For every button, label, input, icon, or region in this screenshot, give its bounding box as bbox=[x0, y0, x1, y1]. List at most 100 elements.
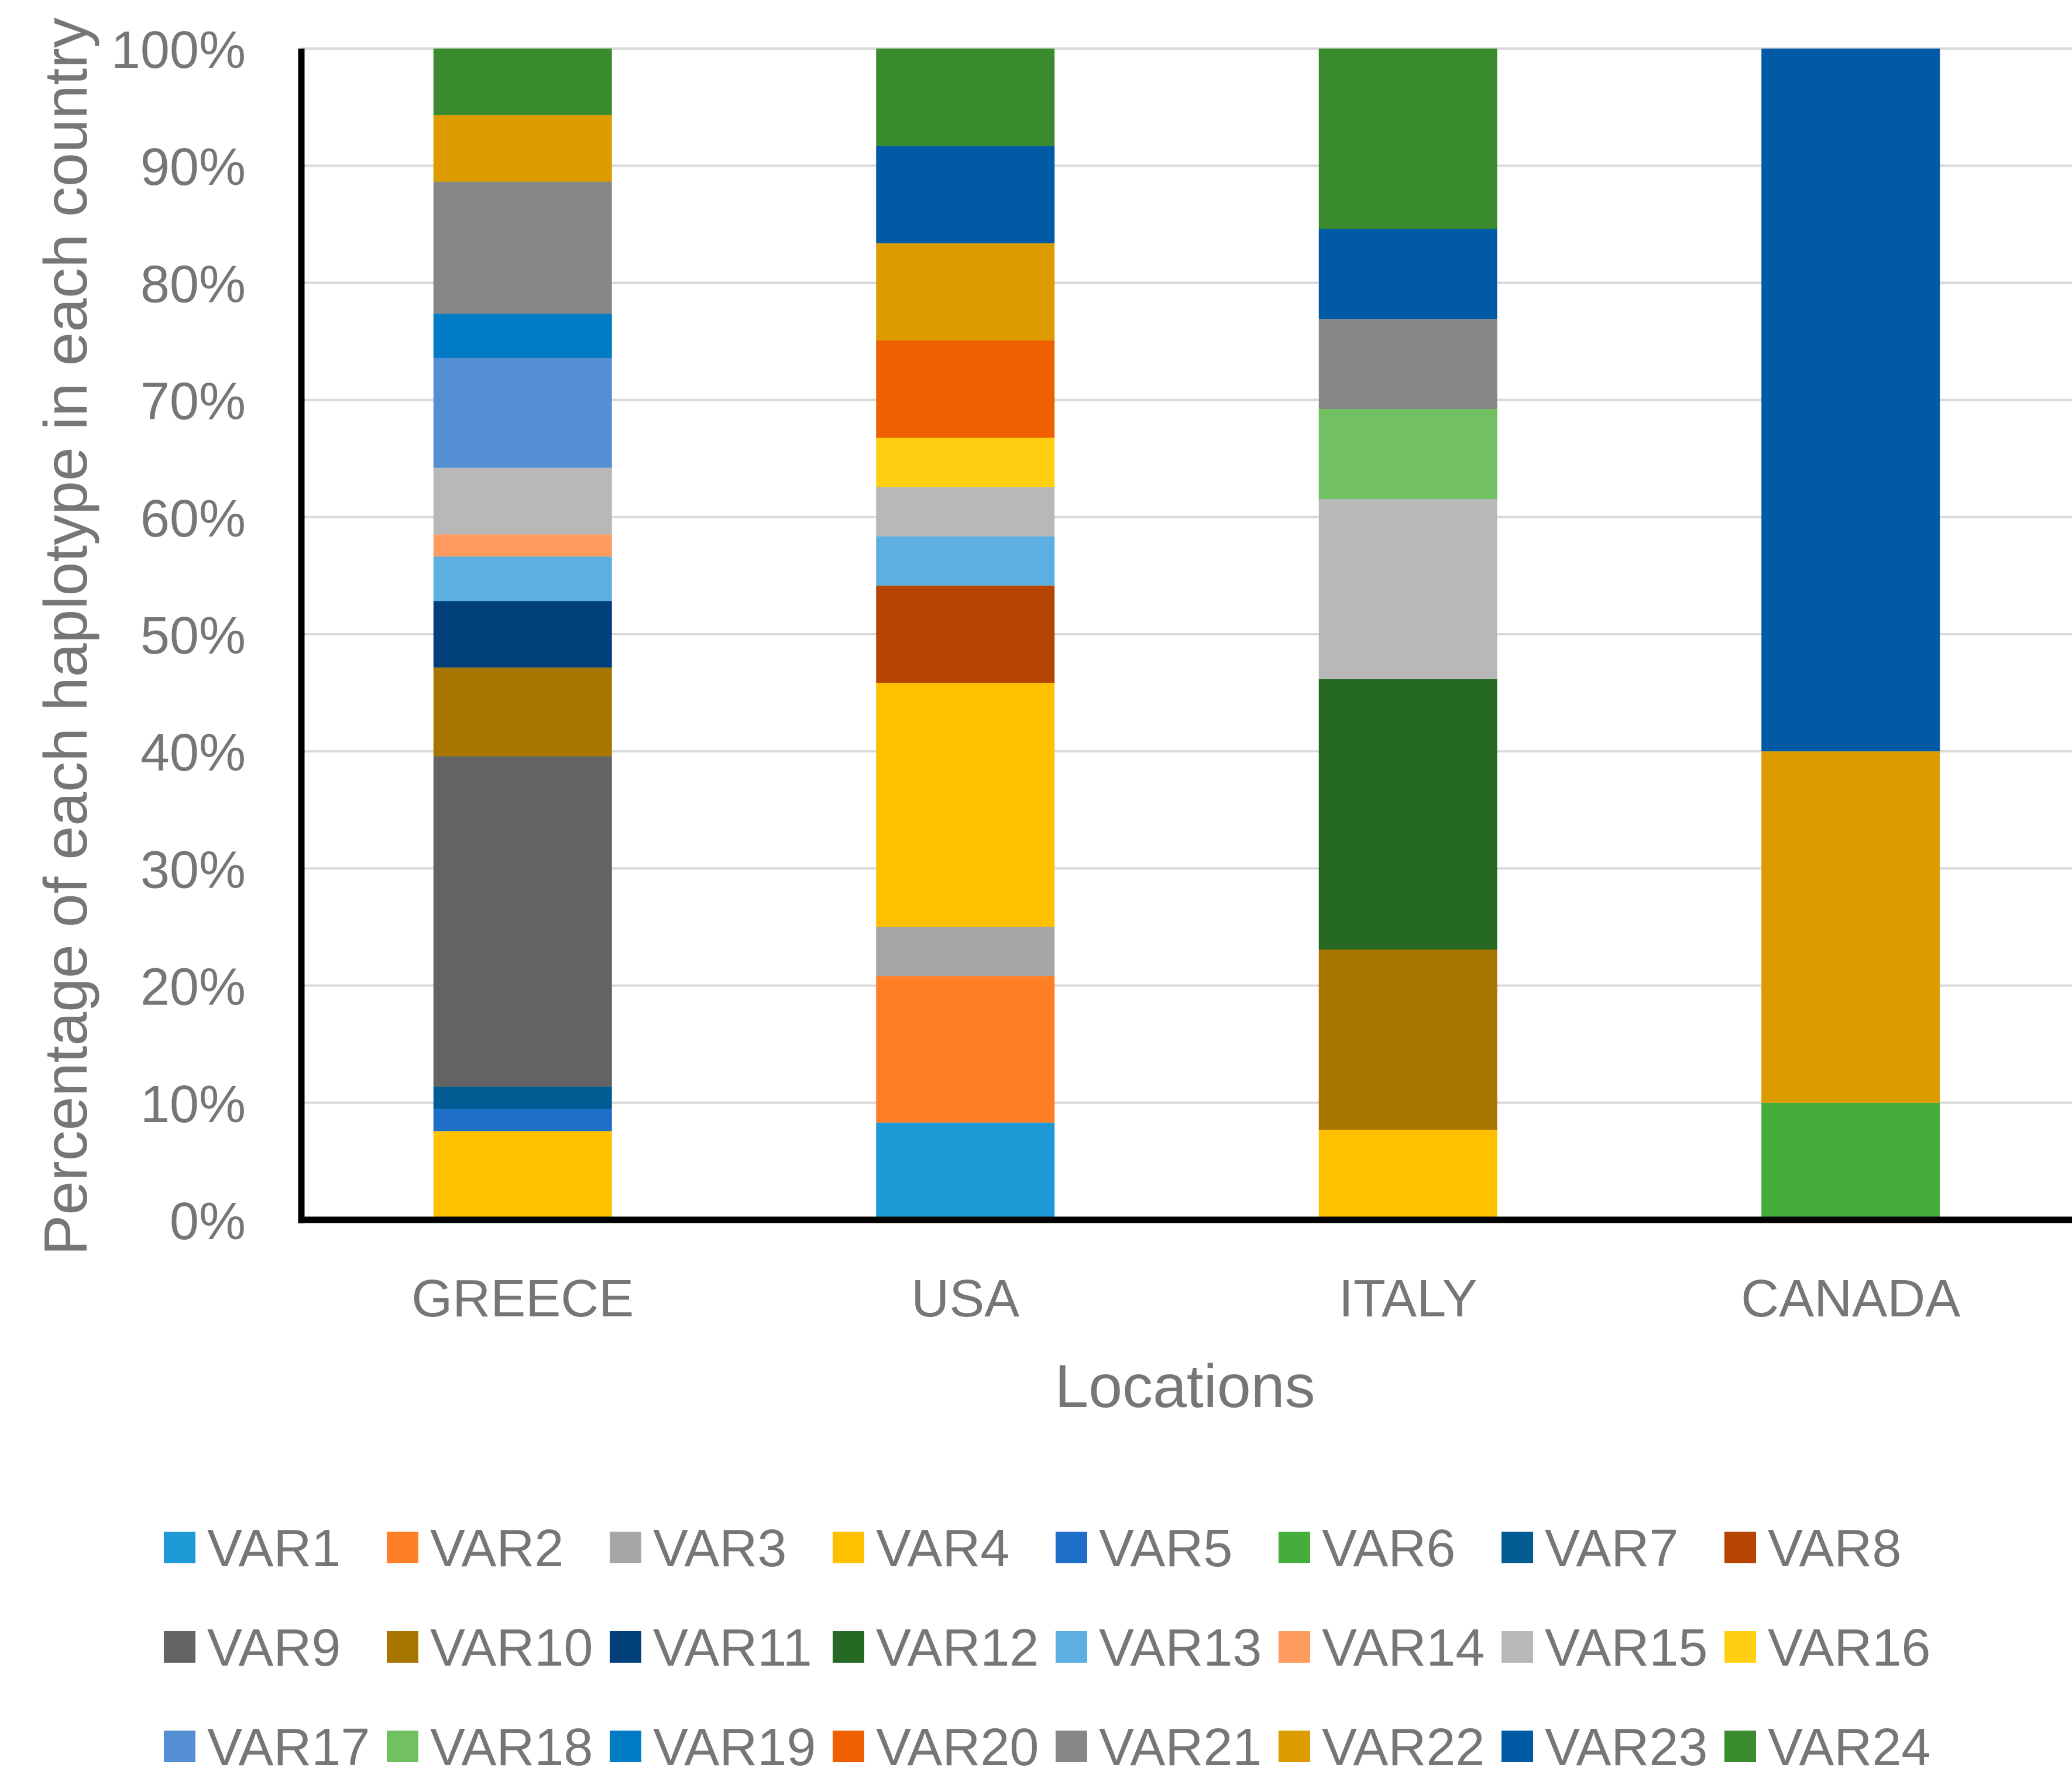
bar-segment-usa-var20 bbox=[876, 340, 1055, 438]
bar-segment-italy-var24 bbox=[1318, 49, 1497, 229]
bars bbox=[433, 49, 1940, 1220]
legend: VAR1 VAR2 VAR3 VAR4 VAR5 VAR6 VAR7 VAR8 VAR9 VAR1… bbox=[164, 1519, 1930, 1777]
legend-label: VAR10 bbox=[430, 1619, 593, 1677]
bar-segment-usa-var2 bbox=[876, 976, 1055, 1123]
bar-segment-greece-var9 bbox=[433, 756, 612, 1087]
legend-swatch-var24 bbox=[1724, 1731, 1756, 1762]
legend-label: VAR22 bbox=[1322, 1718, 1485, 1777]
bar-segment-greece-var13 bbox=[433, 556, 612, 601]
legend-label: VAR19 bbox=[653, 1718, 816, 1777]
bar-segment-canada-var6 bbox=[1761, 1102, 1940, 1220]
legend-swatch-var4 bbox=[833, 1532, 864, 1563]
legend-label: VAR21 bbox=[1099, 1718, 1262, 1777]
legend-swatch-var1 bbox=[164, 1532, 195, 1563]
legend-swatch-var11 bbox=[610, 1631, 641, 1663]
legend-swatch-var17 bbox=[164, 1731, 195, 1762]
bar-segment-usa-var8 bbox=[876, 585, 1055, 683]
legend-label: VAR16 bbox=[1768, 1619, 1930, 1677]
legend-swatch-var14 bbox=[1279, 1631, 1310, 1663]
x-category-label: ITALY bbox=[1339, 1270, 1477, 1328]
legend-swatch-var21 bbox=[1056, 1731, 1087, 1762]
legend-swatch-var10 bbox=[387, 1631, 418, 1663]
legend-label: VAR11 bbox=[653, 1619, 812, 1677]
y-tick-label: 50% bbox=[140, 607, 246, 665]
legend-label: VAR15 bbox=[1545, 1619, 1707, 1677]
y-tick-label: 70% bbox=[140, 373, 246, 431]
bar-segment-usa-var23 bbox=[876, 146, 1055, 243]
bar-segment-greece-var17 bbox=[433, 357, 612, 468]
legend-swatch-var13 bbox=[1056, 1631, 1087, 1663]
legend-swatch-var23 bbox=[1501, 1731, 1533, 1762]
bar-segment-usa-var22 bbox=[876, 243, 1055, 341]
bar-segment-usa-var3 bbox=[876, 926, 1055, 976]
legend-swatch-var6 bbox=[1279, 1532, 1310, 1563]
bar-segment-greece-var22 bbox=[433, 115, 612, 182]
bar-segment-greece-var5 bbox=[433, 1109, 612, 1131]
y-axis-title: Percentage of each haplotype in each cou… bbox=[32, 18, 100, 1256]
bar-segment-italy-var10 bbox=[1318, 950, 1497, 1130]
legend-label: VAR5 bbox=[1099, 1519, 1232, 1578]
x-category-label: GREECE bbox=[411, 1270, 634, 1328]
legend-label: VAR6 bbox=[1322, 1519, 1455, 1578]
legend-label: VAR3 bbox=[653, 1519, 786, 1578]
legend-swatch-var20 bbox=[833, 1731, 864, 1762]
legend-label: VAR2 bbox=[430, 1519, 563, 1578]
legend-swatch-var12 bbox=[833, 1631, 864, 1663]
legend-label: VAR14 bbox=[1322, 1619, 1485, 1677]
bar-segment-greece-var14 bbox=[433, 534, 612, 557]
bar-segment-italy-var4 bbox=[1318, 1130, 1497, 1220]
legend-label: VAR1 bbox=[207, 1519, 341, 1578]
x-axis-category-labels: GREECE USA ITALY CANADA bbox=[411, 1270, 1960, 1328]
y-tick-label: 30% bbox=[140, 841, 246, 899]
legend-swatch-var9 bbox=[164, 1631, 195, 1663]
legend-label: VAR8 bbox=[1768, 1519, 1901, 1578]
bar-segment-italy-var18 bbox=[1318, 409, 1497, 499]
legend-swatch-var3 bbox=[610, 1532, 641, 1563]
bar-segment-usa-var15 bbox=[876, 487, 1055, 536]
legend-label: VAR24 bbox=[1768, 1718, 1930, 1777]
x-category-label: CANADA bbox=[1741, 1270, 1960, 1328]
y-axis-tick-labels: 0% 10% 20% 30% 40% 50% 60% 70% 80% 90% 100% bbox=[111, 21, 246, 1251]
legend-label: VAR18 bbox=[430, 1718, 593, 1777]
legend-label: VAR9 bbox=[207, 1619, 341, 1677]
bar-segment-italy-var21 bbox=[1318, 319, 1497, 409]
legend-swatch-var22 bbox=[1279, 1731, 1310, 1762]
y-tick-label: 10% bbox=[140, 1075, 246, 1134]
bar-segment-usa-var13 bbox=[876, 536, 1055, 586]
bar-segment-canada-var23 bbox=[1761, 49, 1940, 752]
y-tick-label: 90% bbox=[140, 138, 246, 197]
legend-swatch-var18 bbox=[387, 1731, 418, 1762]
bar-segment-greece-var19 bbox=[433, 314, 612, 358]
bar-segment-greece-var15 bbox=[433, 467, 612, 535]
bar-segment-italy-var15 bbox=[1318, 499, 1497, 679]
bar-segment-usa-var24 bbox=[876, 49, 1055, 146]
bar-segment-greece-var21 bbox=[433, 181, 612, 314]
legend-swatch-var19 bbox=[610, 1731, 641, 1762]
bar-segment-usa-var1 bbox=[876, 1122, 1055, 1220]
legend-label: VAR13 bbox=[1099, 1619, 1262, 1677]
y-tick-label: 0% bbox=[170, 1192, 246, 1251]
legend-swatch-var15 bbox=[1501, 1631, 1533, 1663]
legend-label: VAR4 bbox=[876, 1519, 1009, 1578]
y-tick-label: 40% bbox=[140, 724, 246, 782]
bar-segment-greece-var11 bbox=[433, 601, 612, 668]
legend-label: VAR17 bbox=[207, 1718, 370, 1777]
bar-segment-greece-var4 bbox=[433, 1131, 612, 1220]
legend-swatch-var5 bbox=[1056, 1532, 1087, 1563]
bar-segment-usa-var4 bbox=[876, 683, 1055, 927]
legend-swatch-var8 bbox=[1724, 1532, 1756, 1563]
legend-label: VAR23 bbox=[1545, 1718, 1707, 1777]
bar-segment-greece-var10 bbox=[433, 667, 612, 756]
x-category-label: USA bbox=[911, 1270, 1019, 1328]
bar-segment-italy-var12 bbox=[1318, 679, 1497, 950]
legend-label: VAR20 bbox=[876, 1718, 1039, 1777]
y-tick-label: 60% bbox=[140, 490, 246, 548]
bar-segment-usa-var16 bbox=[876, 438, 1055, 487]
y-tick-label: 80% bbox=[140, 255, 246, 314]
y-tick-label: 20% bbox=[140, 958, 246, 1017]
legend-label: VAR12 bbox=[876, 1619, 1039, 1677]
bar-segment-italy-var23 bbox=[1318, 229, 1497, 319]
bar-segment-greece-var7 bbox=[433, 1086, 612, 1109]
legend-swatch-var7 bbox=[1501, 1532, 1533, 1563]
